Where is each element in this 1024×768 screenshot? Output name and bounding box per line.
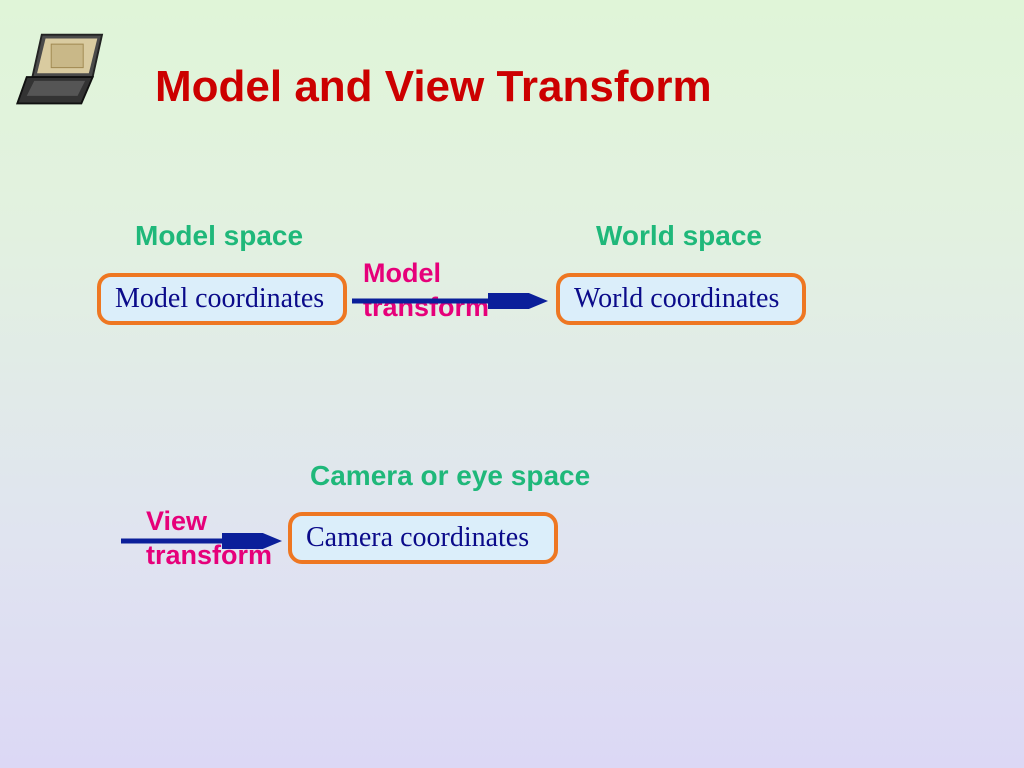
- label-line1: Model: [363, 258, 441, 288]
- arrow-model-transform: [352, 293, 552, 309]
- label-line1: View: [146, 506, 207, 536]
- node-camera-coordinates: Camera coordinates: [288, 512, 558, 564]
- label-camera-space: Camera or eye space: [310, 460, 590, 492]
- node-model-coordinates: Model coordinates: [97, 273, 347, 325]
- laptop-icon: [15, 30, 110, 110]
- label-model-space: Model space: [135, 220, 303, 252]
- node-text: World coordinates: [574, 283, 779, 315]
- label-model-transform: Model transform: [363, 257, 489, 325]
- arrow-view-transform: [121, 533, 286, 549]
- slide-title: Model and View Transform: [155, 62, 712, 112]
- label-world-space: World space: [596, 220, 762, 252]
- node-text: Camera coordinates: [306, 522, 529, 554]
- node-text: Model coordinates: [115, 283, 324, 315]
- node-world-coordinates: World coordinates: [556, 273, 806, 325]
